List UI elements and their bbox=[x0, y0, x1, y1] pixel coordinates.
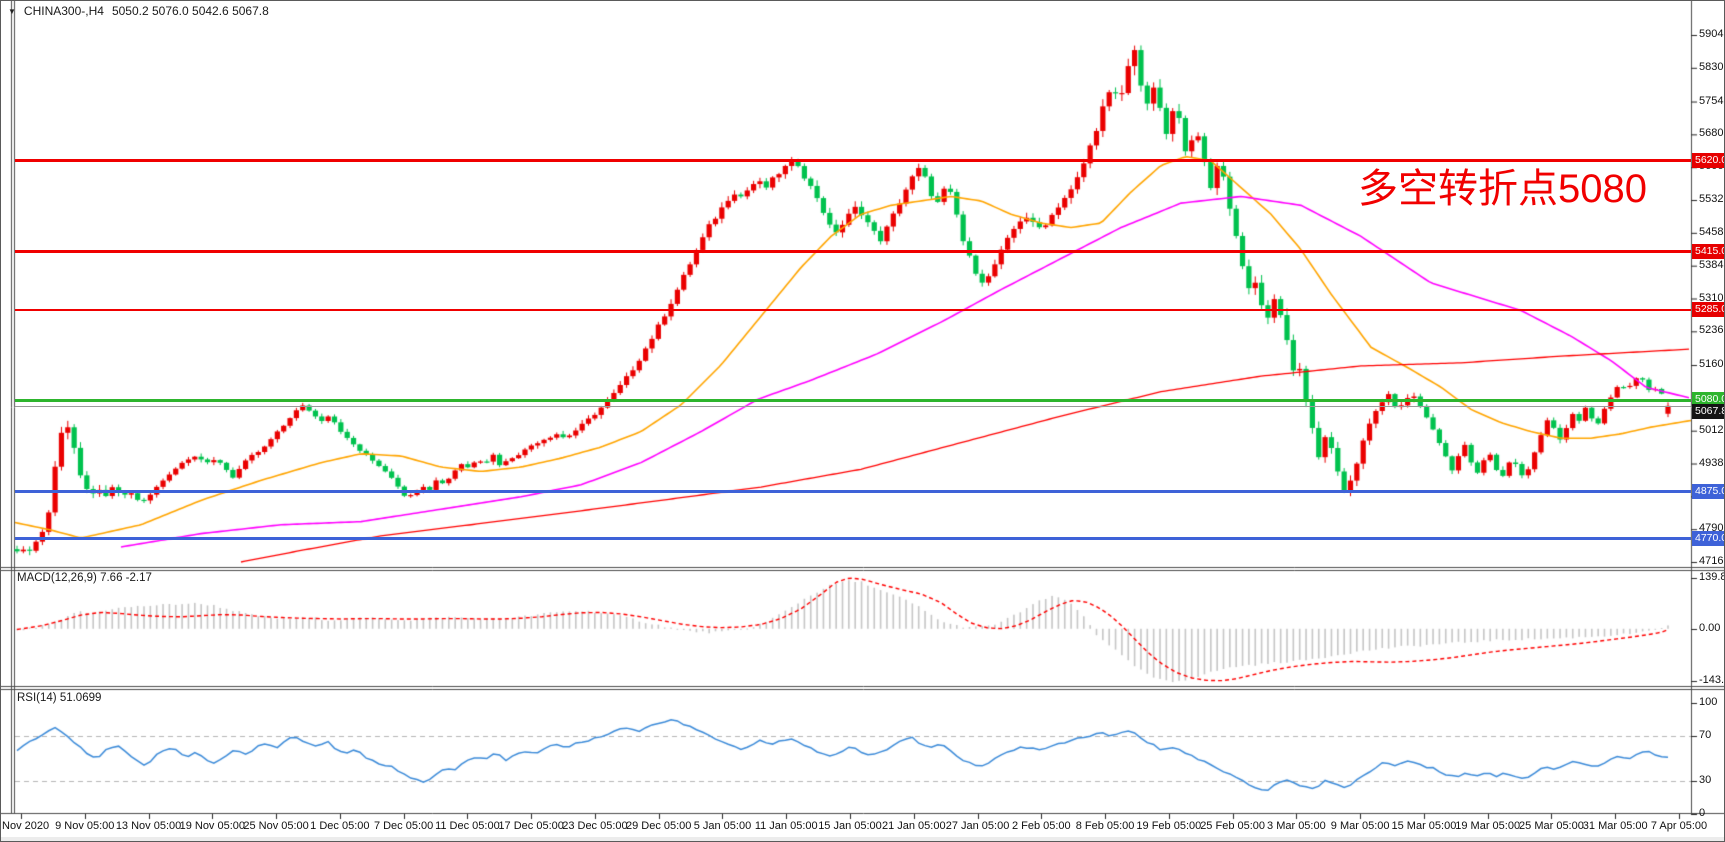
date-axis-label: 9 Nov 05:00 bbox=[55, 820, 115, 832]
date-axis-label: 7 Apr 05:00 bbox=[1650, 820, 1708, 832]
date-axis-label: 15 Mar 05:00 bbox=[1391, 820, 1457, 832]
price-axis-label: 4716.0 bbox=[1699, 555, 1724, 567]
price-level-line-4770[interactable] bbox=[15, 536, 1691, 540]
date-axis-label: 5 Jan 05:00 bbox=[693, 820, 752, 832]
date-axis-label: 29 Dec 05:00 bbox=[625, 820, 692, 832]
rsi-axis-label: 70 bbox=[1699, 729, 1712, 742]
date-axis-label: 3 Nov 2020 bbox=[1, 820, 50, 832]
price-axis-label: 5904.0 bbox=[1699, 28, 1724, 40]
price-axis-label: 5754.0 bbox=[1699, 94, 1724, 107]
price-level-line-5285[interactable] bbox=[15, 308, 1691, 311]
chart-title: ▼ CHINA300-,H4 5050.2 5076.0 5042.6 5067… bbox=[8, 4, 269, 18]
date-axis-label: 25 Mar 05:00 bbox=[1519, 820, 1584, 832]
date-axis-label: 11 Dec 05:00 bbox=[435, 820, 500, 832]
rsi-axis-label: 0 bbox=[1699, 807, 1706, 819]
price-level-line-5080[interactable] bbox=[15, 399, 1691, 403]
price-axis-label: 4938.0 bbox=[1699, 456, 1724, 469]
price-axis-label: 5160.0 bbox=[1699, 358, 1724, 371]
price-badge-4875.0: 4875.0 bbox=[1692, 483, 1724, 499]
price-axis-label: 5680.0 bbox=[1699, 127, 1724, 140]
date-axis-label: 19 Mar 05:00 bbox=[1455, 820, 1521, 832]
date-axis-label: 8 Feb 05:00 bbox=[1075, 820, 1135, 832]
ohlc-values: 5050.2 5076.0 5042.6 5067.8 bbox=[111, 4, 269, 18]
rsi-label: RSI(14) 51.0699 bbox=[17, 692, 102, 704]
date-axis-label: 2 Feb 05:00 bbox=[1011, 820, 1071, 832]
date-axis-label: 21 Jan 05:00 bbox=[881, 820, 946, 832]
price-axis-label: 5310.0 bbox=[1699, 291, 1724, 304]
date-axis-label: 25 Feb 05:00 bbox=[1200, 820, 1266, 832]
date-axis-label: 25 Nov 05:00 bbox=[243, 820, 309, 832]
price-axis-label: 5236.0 bbox=[1699, 324, 1724, 337]
date-axis-label: 11 Jan 05:00 bbox=[754, 820, 818, 832]
date-axis-label: 9 Mar 05:00 bbox=[1330, 820, 1390, 832]
date-axis-label: 27 Jan 05:00 bbox=[945, 820, 1010, 832]
price-badge-5620.0: 5620.0 bbox=[1692, 153, 1724, 169]
price-level-line-5415[interactable] bbox=[15, 250, 1691, 254]
price-level-line-5620[interactable] bbox=[15, 159, 1691, 163]
date-axis-label: 23 Dec 05:00 bbox=[562, 820, 628, 832]
macd-label: MACD(12,26,9) 7.66 -2.17 bbox=[17, 572, 152, 584]
rsi-axis-label: 30 bbox=[1699, 773, 1712, 786]
date-axis-label: 19 Nov 05:00 bbox=[179, 820, 246, 832]
price-axis-label: 5458.0 bbox=[1699, 225, 1724, 238]
annotation-text[interactable]: 多空转折点5080 bbox=[1358, 167, 1647, 211]
price-badge-5080.0: 5080.0 bbox=[1692, 392, 1724, 408]
macd-axis-label: -143.82 bbox=[1699, 674, 1725, 686]
date-axis-label: 31 Mar 05:00 bbox=[1582, 820, 1648, 832]
rsi-axis-label: 100 bbox=[1699, 696, 1718, 708]
price-level-line-4875[interactable] bbox=[15, 489, 1691, 493]
date-axis-label: 1 Dec 05:00 bbox=[310, 820, 370, 832]
date-axis-label: 3 Mar 05:00 bbox=[1267, 820, 1326, 832]
price-badge-4770.0: 4770.0 bbox=[1692, 530, 1724, 546]
price-axis-label: 5384.0 bbox=[1699, 258, 1724, 271]
macd-axis-label: 139.86 bbox=[1699, 571, 1724, 583]
price-axis-label: 5532.0 bbox=[1699, 193, 1724, 206]
symbol-timeframe-label: CHINA300-,H4 bbox=[23, 4, 104, 18]
date-axis-label: 17 Dec 05:00 bbox=[498, 820, 564, 832]
date-axis-label: 13 Nov 05:00 bbox=[115, 820, 182, 832]
date-axis-label: 15 Jan 05:00 bbox=[818, 820, 882, 832]
price-badge-5067.8: 5067.8 bbox=[1692, 404, 1724, 420]
macd-axis-label: 0.00 bbox=[1699, 621, 1721, 634]
collapse-triangle-icon[interactable]: ▼ bbox=[8, 6, 16, 16]
current-price-line bbox=[15, 405, 1691, 407]
price-axis-label: 5830.0 bbox=[1699, 60, 1724, 73]
price-badge-5285.0: 5285.0 bbox=[1692, 302, 1724, 318]
price-axis-label: 5012.0 bbox=[1699, 423, 1724, 436]
price-badge-5415.0: 5415.0 bbox=[1692, 244, 1724, 260]
date-axis-label: 19 Feb 05:00 bbox=[1136, 820, 1202, 832]
bottom-strip bbox=[1, 837, 1724, 841]
date-axis-label: 7 Dec 05:00 bbox=[373, 820, 434, 832]
